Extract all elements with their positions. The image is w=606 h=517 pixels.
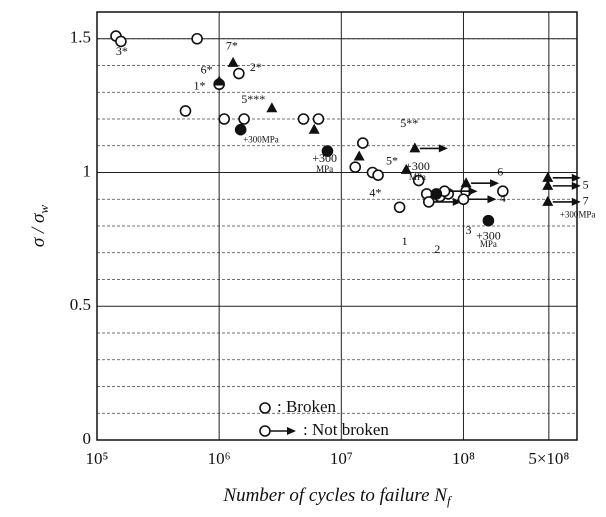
x-tick-label: 10⁶ (208, 449, 231, 468)
runout-arrow-head (452, 197, 462, 206)
annotation: 3* (116, 44, 128, 58)
annotation: 5*** (241, 92, 265, 106)
triangle-marker (266, 102, 278, 113)
x-axis-label: Number of cycles to failure Nf (222, 485, 453, 508)
runout-arrow-head (287, 427, 296, 435)
triangle-marker (400, 163, 412, 174)
open-circle-marker (238, 113, 250, 125)
annotation: 6* (201, 63, 213, 77)
y-tick-label: 1 (83, 161, 92, 180)
annotation: +300 (405, 159, 430, 173)
open-circle-marker (357, 137, 369, 149)
open-circle-marker (297, 113, 310, 125)
runout-arrow-head (487, 195, 497, 204)
annotation: +300 (476, 228, 501, 242)
triangle-marker (308, 123, 320, 134)
open-circle-marker (259, 402, 271, 414)
annotation: +300 (312, 151, 337, 165)
annotation: 7 (583, 194, 589, 208)
runout-arrow-head (571, 181, 581, 190)
y-axis-label: σ / σw (28, 205, 51, 248)
open-circle-marker (115, 35, 127, 48)
y-tick-label: 1.5 (70, 28, 91, 47)
triangle-marker (409, 142, 421, 153)
triangle-marker (353, 150, 365, 161)
x-tick-label: 5×10⁸ (528, 449, 569, 468)
filled-circle-marker (482, 214, 495, 227)
open-circle-marker (218, 113, 231, 125)
open-circle-marker (497, 185, 509, 198)
annotation: MPa (480, 239, 497, 249)
annotation: +300MPa (243, 134, 279, 144)
annotation: 6 (497, 164, 503, 178)
annotation: 5 (583, 178, 589, 192)
filled-circle-marker (321, 145, 334, 157)
open-circle-marker (393, 201, 406, 214)
open-circle-marker (191, 32, 203, 45)
open-circle-marker (259, 425, 271, 437)
annotation: 2* (250, 60, 262, 74)
open-circle-marker (457, 193, 470, 206)
x-tick-label: 10⁷ (330, 449, 353, 468)
open-circle-marker (233, 67, 245, 80)
open-circle-marker (412, 174, 425, 187)
open-circle-marker (349, 161, 362, 173)
annotation: MPa (409, 172, 426, 182)
x-tick-label: 10⁸ (452, 449, 475, 468)
annotation: 5* (386, 154, 398, 168)
annotation: 1 (402, 234, 408, 248)
annotation: 1* (193, 79, 205, 93)
triangle-marker (460, 177, 472, 188)
x-tick-label: 10⁵ (86, 449, 109, 468)
annotation: 5** (400, 116, 418, 130)
open-circle-marker (422, 196, 435, 208)
runout-arrow-head (571, 197, 581, 206)
annotation: MPa (316, 164, 333, 174)
runout-arrow-head (490, 179, 500, 188)
annotation: 4* (369, 186, 381, 200)
triangle-marker (542, 171, 554, 182)
y-tick-label: 0.5 (70, 295, 91, 314)
triangle-marker (213, 75, 225, 86)
annotation: 3 (466, 223, 472, 237)
annotation: 2 (434, 242, 440, 256)
y-tick-label: 0 (83, 429, 92, 448)
plot-frame (96, 11, 578, 441)
triangle-marker (542, 179, 554, 190)
open-circle-marker (179, 105, 192, 117)
legend-label: : Broken (277, 397, 337, 416)
annotation: 7* (226, 39, 238, 53)
runout-arrow-head (571, 173, 581, 182)
triangle-marker (227, 56, 239, 67)
legend-label: : Not broken (303, 420, 389, 439)
open-circle-marker (312, 113, 325, 125)
filled-circle-marker (430, 188, 443, 200)
runout-arrow-head (468, 187, 478, 196)
filled-circle-marker (234, 123, 247, 136)
annotation: 4 (500, 191, 506, 205)
open-circle-marker (372, 169, 384, 181)
triangle-marker (542, 195, 554, 206)
runout-arrow-head (438, 144, 448, 153)
annotation: +300MPa (560, 209, 596, 219)
